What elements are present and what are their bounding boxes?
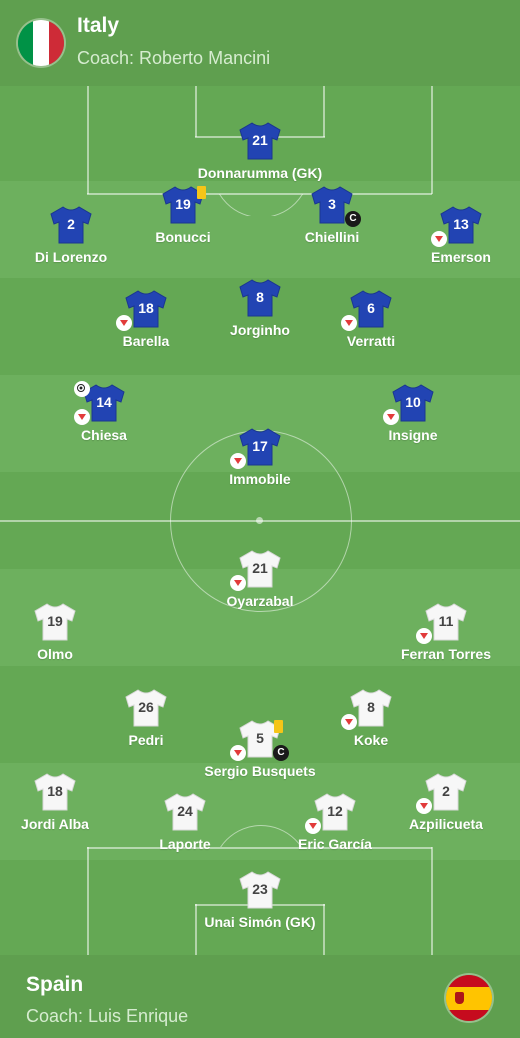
- shirt-icon: 6: [349, 289, 393, 329]
- substitution-icon: [74, 409, 90, 425]
- away-team-name: Spain: [26, 973, 84, 996]
- home-team-name: Italy: [77, 14, 120, 37]
- shirt-number: 8: [256, 289, 264, 305]
- spain-flag-icon: [446, 975, 492, 1021]
- shirt-icon: 3: [310, 185, 354, 225]
- player-name: Pedri: [128, 732, 164, 748]
- substitution-icon: [341, 315, 357, 331]
- substitution-icon: [383, 409, 399, 425]
- yellow-card-icon: [197, 186, 206, 199]
- player-name: Koke: [353, 732, 389, 748]
- shirt-icon: 10: [391, 383, 435, 423]
- player-name: Azpilicueta: [409, 816, 483, 832]
- shirt-number: 18: [138, 300, 154, 316]
- shirt-number: 8: [367, 699, 375, 715]
- player-name: Oyarzabal: [226, 593, 294, 609]
- substitution-icon: [230, 575, 246, 591]
- shirt-number: 10: [405, 394, 421, 410]
- shirt-icon: 8: [349, 688, 393, 728]
- shirt-icon: 21: [238, 549, 282, 589]
- player-name: Bonucci: [155, 229, 211, 245]
- shirt-number: 13: [453, 216, 469, 232]
- substitution-icon: [416, 628, 432, 644]
- player-name: Emerson: [431, 249, 491, 265]
- player-name: Barella: [122, 333, 170, 349]
- shirt-number: 11: [438, 613, 454, 629]
- shirt-number: 19: [47, 613, 63, 629]
- player-name: Verratti: [346, 333, 396, 349]
- substitution-icon: [230, 453, 246, 469]
- shirt-number: 12: [327, 803, 343, 819]
- shirt-number: 2: [442, 783, 450, 799]
- shirt-icon: 24: [163, 792, 207, 832]
- player-name: Di Lorenzo: [34, 249, 108, 265]
- shirt-number: 2: [67, 216, 75, 232]
- substitution-icon: [341, 714, 357, 730]
- italy-flag-icon: [18, 20, 64, 66]
- shirt-number: 21: [252, 132, 268, 148]
- home-team-header: Italy Coach: Roberto Mancini: [0, 0, 520, 86]
- shirt-number: 14: [96, 394, 112, 410]
- shirt-icon: 5: [238, 719, 282, 759]
- shirt-icon: 23: [238, 870, 282, 910]
- player-name: Sergio Busquets: [204, 763, 316, 779]
- shirt-number: 6: [367, 300, 375, 316]
- captain-icon: C: [273, 745, 289, 761]
- player-name: Unai Simón (GK): [204, 914, 316, 930]
- shirt-icon: 13: [439, 205, 483, 245]
- substitution-icon: [305, 818, 321, 834]
- shirt-icon: 17: [238, 427, 282, 467]
- shirt-icon: 12: [313, 792, 357, 832]
- shirt-icon: 14: [82, 383, 126, 423]
- player-name: Laporte: [159, 836, 211, 852]
- substitution-icon: [416, 798, 432, 814]
- shirt-number: 19: [175, 196, 191, 212]
- shirt-icon: 2: [424, 772, 468, 812]
- player-name: Eric García: [298, 836, 372, 852]
- shirt-number: 18: [47, 783, 63, 799]
- shirt-number: 24: [177, 803, 193, 819]
- substitution-icon: [431, 231, 447, 247]
- shirt-icon: 26: [124, 688, 168, 728]
- shirt-number: 3: [328, 196, 336, 212]
- away-team-header: Spain Coach: Luis Enrique: [0, 955, 520, 1038]
- shirt-number: 26: [138, 699, 154, 715]
- player-name: Donnarumma (GK): [197, 165, 323, 181]
- away-team-coach: Coach: Luis Enrique: [26, 1006, 189, 1026]
- shirt-icon: 2: [49, 205, 93, 245]
- player-name: Immobile: [229, 471, 291, 487]
- shirt-number: 21: [252, 560, 268, 576]
- shirt-icon: 21: [238, 121, 282, 161]
- shirt-number: 17: [252, 438, 268, 454]
- shirt-number: 23: [252, 881, 268, 897]
- shirt-number: 5: [256, 730, 264, 746]
- shirt-icon: 19: [33, 602, 77, 642]
- goal-ball-icon: [74, 381, 90, 397]
- player-name: Chiellini: [304, 229, 360, 245]
- yellow-card-icon: [274, 720, 283, 733]
- player-name: Insigne: [388, 427, 438, 443]
- shirt-icon: 18: [33, 772, 77, 812]
- substitution-icon: [230, 745, 246, 761]
- player-name: Jordi Alba: [21, 816, 89, 832]
- shirt-icon: 19: [161, 185, 205, 225]
- player-name: Chiesa: [81, 427, 127, 443]
- captain-icon: C: [345, 211, 361, 227]
- player-name: Ferran Torres: [401, 646, 491, 662]
- shirt-icon: 18: [124, 289, 168, 329]
- substitution-icon: [116, 315, 132, 331]
- home-team-coach: Coach: Roberto Mancini: [77, 48, 271, 68]
- player-name: Jorginho: [230, 322, 290, 338]
- player-name: Olmo: [37, 646, 73, 662]
- shirt-icon: 8: [238, 278, 282, 318]
- shirt-icon: 11: [424, 602, 468, 642]
